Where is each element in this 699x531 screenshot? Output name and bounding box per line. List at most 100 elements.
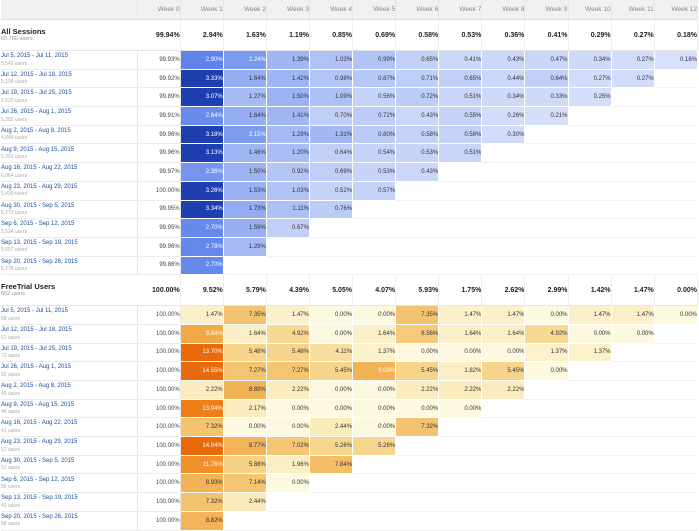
cohort-cell[interactable]: 1.64% xyxy=(223,69,267,89)
cohort-cell[interactable]: 1.59% xyxy=(223,218,267,238)
cohort-cell[interactable]: 0.64% xyxy=(309,143,354,164)
cohort-label[interactable]: Jul 26, 2015 - Aug 1, 2015 5,302 users xyxy=(1,106,138,126)
cohort-cell[interactable]: 0.98% xyxy=(309,69,354,89)
cohort-cell[interactable]: 14.04% xyxy=(180,436,224,456)
cohort-cell[interactable]: 13.70% xyxy=(180,343,224,363)
cohort-cell[interactable]: 2.90% xyxy=(180,50,224,70)
cohort-cell[interactable]: 0.00% xyxy=(223,417,267,438)
cohort-cell[interactable]: 0.69% xyxy=(309,162,354,182)
cohort-cell[interactable]: 0.65% xyxy=(395,50,440,70)
cohort-cell[interactable]: 1.37% xyxy=(524,343,569,363)
cohort-cell[interactable]: 5.45% xyxy=(481,361,526,381)
cohort-cell[interactable]: 1.64% xyxy=(223,324,267,344)
cohort-cell[interactable]: 2.78% xyxy=(180,237,224,257)
header-week-6[interactable]: Week 6 xyxy=(395,0,440,20)
cohort-cell[interactable]: 0.57% xyxy=(352,181,397,201)
cohort-cell[interactable]: 0.34% xyxy=(568,50,612,70)
cohort-cell[interactable]: 0.55% xyxy=(438,106,483,126)
cohort-cell[interactable]: 0.51% xyxy=(438,87,483,108)
cohort-cell[interactable]: 0.00% xyxy=(611,324,655,344)
cohort-cell[interactable]: 2.70% xyxy=(180,256,224,276)
header-week-0[interactable]: Week 0 xyxy=(137,0,181,20)
cohort-label[interactable]: Jul 26, 2015 - Aug 1, 2015 55 users xyxy=(1,361,138,381)
cohort-cell[interactable]: 0.41% xyxy=(438,50,483,70)
cohort-cell[interactable]: 13.04% xyxy=(180,399,224,419)
cohort-cell[interactable]: 1.39% xyxy=(266,50,310,70)
cohort-cell[interactable]: 0.52% xyxy=(309,181,354,201)
cohort-label[interactable]: Jul 5, 2015 - Jul 11, 2015 68 users xyxy=(1,305,138,325)
cohort-cell[interactable]: 7.35% xyxy=(223,305,267,325)
cohort-cell[interactable]: 0.27% xyxy=(611,50,655,70)
cohort-label[interactable]: Aug 2, 2015 - Aug 8, 2015 4,849 users xyxy=(1,125,138,145)
cohort-cell[interactable]: 2.44% xyxy=(309,417,354,438)
header-week-2[interactable]: Week 2 xyxy=(223,0,267,20)
cohort-cell[interactable]: 0.43% xyxy=(481,50,526,70)
cohort-label[interactable]: Jul 12, 2015 - Jul 18, 2015 5,194 users xyxy=(1,69,138,89)
cohort-cell[interactable]: 0.53% xyxy=(395,143,440,164)
cohort-cell[interactable]: 0.00% xyxy=(266,473,310,494)
cohort-cell[interactable]: 1.47% xyxy=(180,305,224,325)
cohort-cell[interactable]: 1.09% xyxy=(309,87,354,108)
cohort-cell[interactable]: 0.00% xyxy=(309,399,354,419)
cohort-cell[interactable]: 5.88% xyxy=(223,455,267,475)
cohort-cell[interactable]: 0.00% xyxy=(568,324,612,344)
cohort-cell[interactable]: 0.67% xyxy=(266,218,310,238)
cohort-cell[interactable]: 0.56% xyxy=(352,87,397,108)
cohort-cell[interactable]: 5.45% xyxy=(395,361,440,381)
cohort-cell[interactable]: 2.64% xyxy=(180,106,224,126)
cohort-cell[interactable]: 7.84% xyxy=(309,455,354,475)
cohort-cell[interactable]: 0.44% xyxy=(481,69,526,89)
cohort-label[interactable]: Aug 23, 2015 - Aug 29, 2015 5,430 users xyxy=(1,181,138,201)
cohort-cell[interactable]: 2.17% xyxy=(223,399,267,419)
cohort-cell[interactable]: 4.92% xyxy=(266,324,310,344)
cohort-cell[interactable]: 0.00% xyxy=(395,343,440,363)
cohort-cell[interactable]: 0.00% xyxy=(352,305,397,325)
cohort-label[interactable]: Sep 6, 2015 - Sep 12, 2015 5,524 users xyxy=(1,218,138,238)
cohort-cell[interactable]: 2.15% xyxy=(223,125,267,145)
header-week-1[interactable]: Week 1 xyxy=(180,0,224,20)
cohort-cell[interactable]: 1.03% xyxy=(266,181,310,201)
cohort-cell[interactable]: 1.31% xyxy=(309,125,354,145)
cohort-cell[interactable]: 1.50% xyxy=(223,162,267,182)
cohort-cell[interactable]: 0.43% xyxy=(395,162,440,182)
cohort-cell[interactable]: 1.29% xyxy=(266,125,310,145)
cohort-cell[interactable]: 0.87% xyxy=(352,69,397,89)
cohort-cell[interactable]: 0.58% xyxy=(438,125,483,145)
cohort-cell[interactable]: 0.34% xyxy=(481,87,526,108)
cohort-cell[interactable]: 0.27% xyxy=(568,69,612,89)
cohort-cell[interactable]: 2.70% xyxy=(180,218,224,238)
cohort-cell[interactable]: 1.20% xyxy=(266,143,310,164)
cohort-cell[interactable]: 0.18% xyxy=(654,50,699,70)
cohort-label[interactable]: Aug 16, 2015 - Aug 22, 2015 41 users xyxy=(1,417,138,438)
cohort-cell[interactable]: 0.00% xyxy=(352,380,397,400)
cohort-cell[interactable]: 0.00% xyxy=(395,399,440,419)
cohort-label[interactable]: Sep 6, 2015 - Sep 12, 2015 56 users xyxy=(1,473,138,494)
cohort-cell[interactable]: 3.26% xyxy=(180,181,224,201)
cohort-cell[interactable]: 0.00% xyxy=(309,380,354,400)
cohort-cell[interactable]: 0.92% xyxy=(266,162,310,182)
cohort-cell[interactable]: 8.89% xyxy=(223,380,267,400)
cohort-label[interactable]: Jul 12, 2015 - Jul 18, 2015 61 users xyxy=(1,324,138,344)
header-week-4[interactable]: Week 4 xyxy=(309,0,354,20)
cohort-label[interactable]: Jul 19, 2015 - Jul 25, 2015 5,520 users xyxy=(1,87,138,108)
cohort-cell[interactable]: 0.53% xyxy=(352,162,397,182)
cohort-cell[interactable]: 5.48% xyxy=(223,343,267,363)
cohort-label[interactable]: Aug 30, 2015 - Sep 5, 2015 51 users xyxy=(1,455,138,475)
cohort-cell[interactable]: 8.77% xyxy=(223,436,267,456)
cohort-cell[interactable]: 0.00% xyxy=(352,399,397,419)
cohort-cell[interactable]: 0.00% xyxy=(266,417,310,438)
cohort-cell[interactable]: 0.00% xyxy=(266,399,310,419)
segment-label[interactable]: All Sessions 65,786 users xyxy=(1,19,138,51)
cohort-cell[interactable]: 1.47% xyxy=(611,305,655,325)
cohort-label[interactable]: Sep 13, 2015 - Sep 19, 2015 41 users xyxy=(1,492,138,512)
cohort-cell[interactable]: 0.54% xyxy=(352,143,397,164)
cohort-cell[interactable]: 1.64% xyxy=(223,106,267,126)
header-week-3[interactable]: Week 3 xyxy=(266,0,310,20)
cohort-cell[interactable]: 1.47% xyxy=(481,305,526,325)
cohort-label[interactable]: Aug 9, 2015 - Aug 15, 2015 46 users xyxy=(1,399,138,419)
cohort-label[interactable]: Aug 2, 2015 - Aug 8, 2015 45 users xyxy=(1,380,138,400)
cohort-cell[interactable]: 0.00% xyxy=(524,305,569,325)
cohort-cell[interactable]: 8.93% xyxy=(180,473,224,494)
cohort-cell[interactable]: 0.00% xyxy=(481,343,526,363)
cohort-cell[interactable]: 7.27% xyxy=(266,361,310,381)
